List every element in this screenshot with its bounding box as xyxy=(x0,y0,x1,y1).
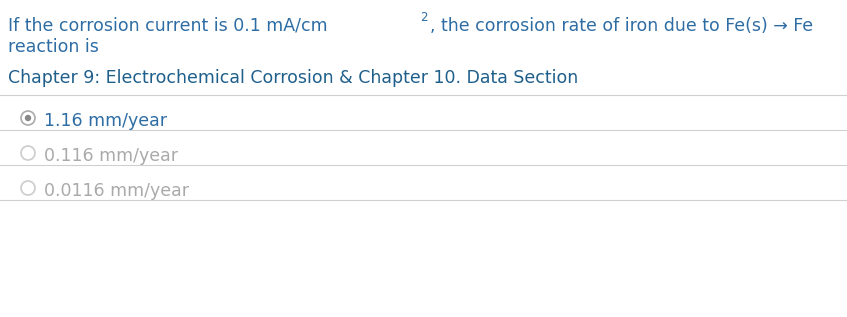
Text: 0.0116 mm/year: 0.0116 mm/year xyxy=(44,182,189,200)
Text: 2: 2 xyxy=(420,11,428,24)
Text: Chapter 9: Electrochemical Corrosion & Chapter 10. Data Section: Chapter 9: Electrochemical Corrosion & C… xyxy=(8,69,579,87)
Text: If the corrosion current is 0.1 mA/cm: If the corrosion current is 0.1 mA/cm xyxy=(8,17,328,35)
Circle shape xyxy=(25,115,31,121)
Text: , the corrosion rate of iron due to Fe(s) → Fe: , the corrosion rate of iron due to Fe(s… xyxy=(430,17,813,35)
Text: 0.116 mm/year: 0.116 mm/year xyxy=(44,147,178,165)
Text: 1.16 mm/year: 1.16 mm/year xyxy=(44,112,167,130)
Text: reaction is: reaction is xyxy=(8,38,99,56)
